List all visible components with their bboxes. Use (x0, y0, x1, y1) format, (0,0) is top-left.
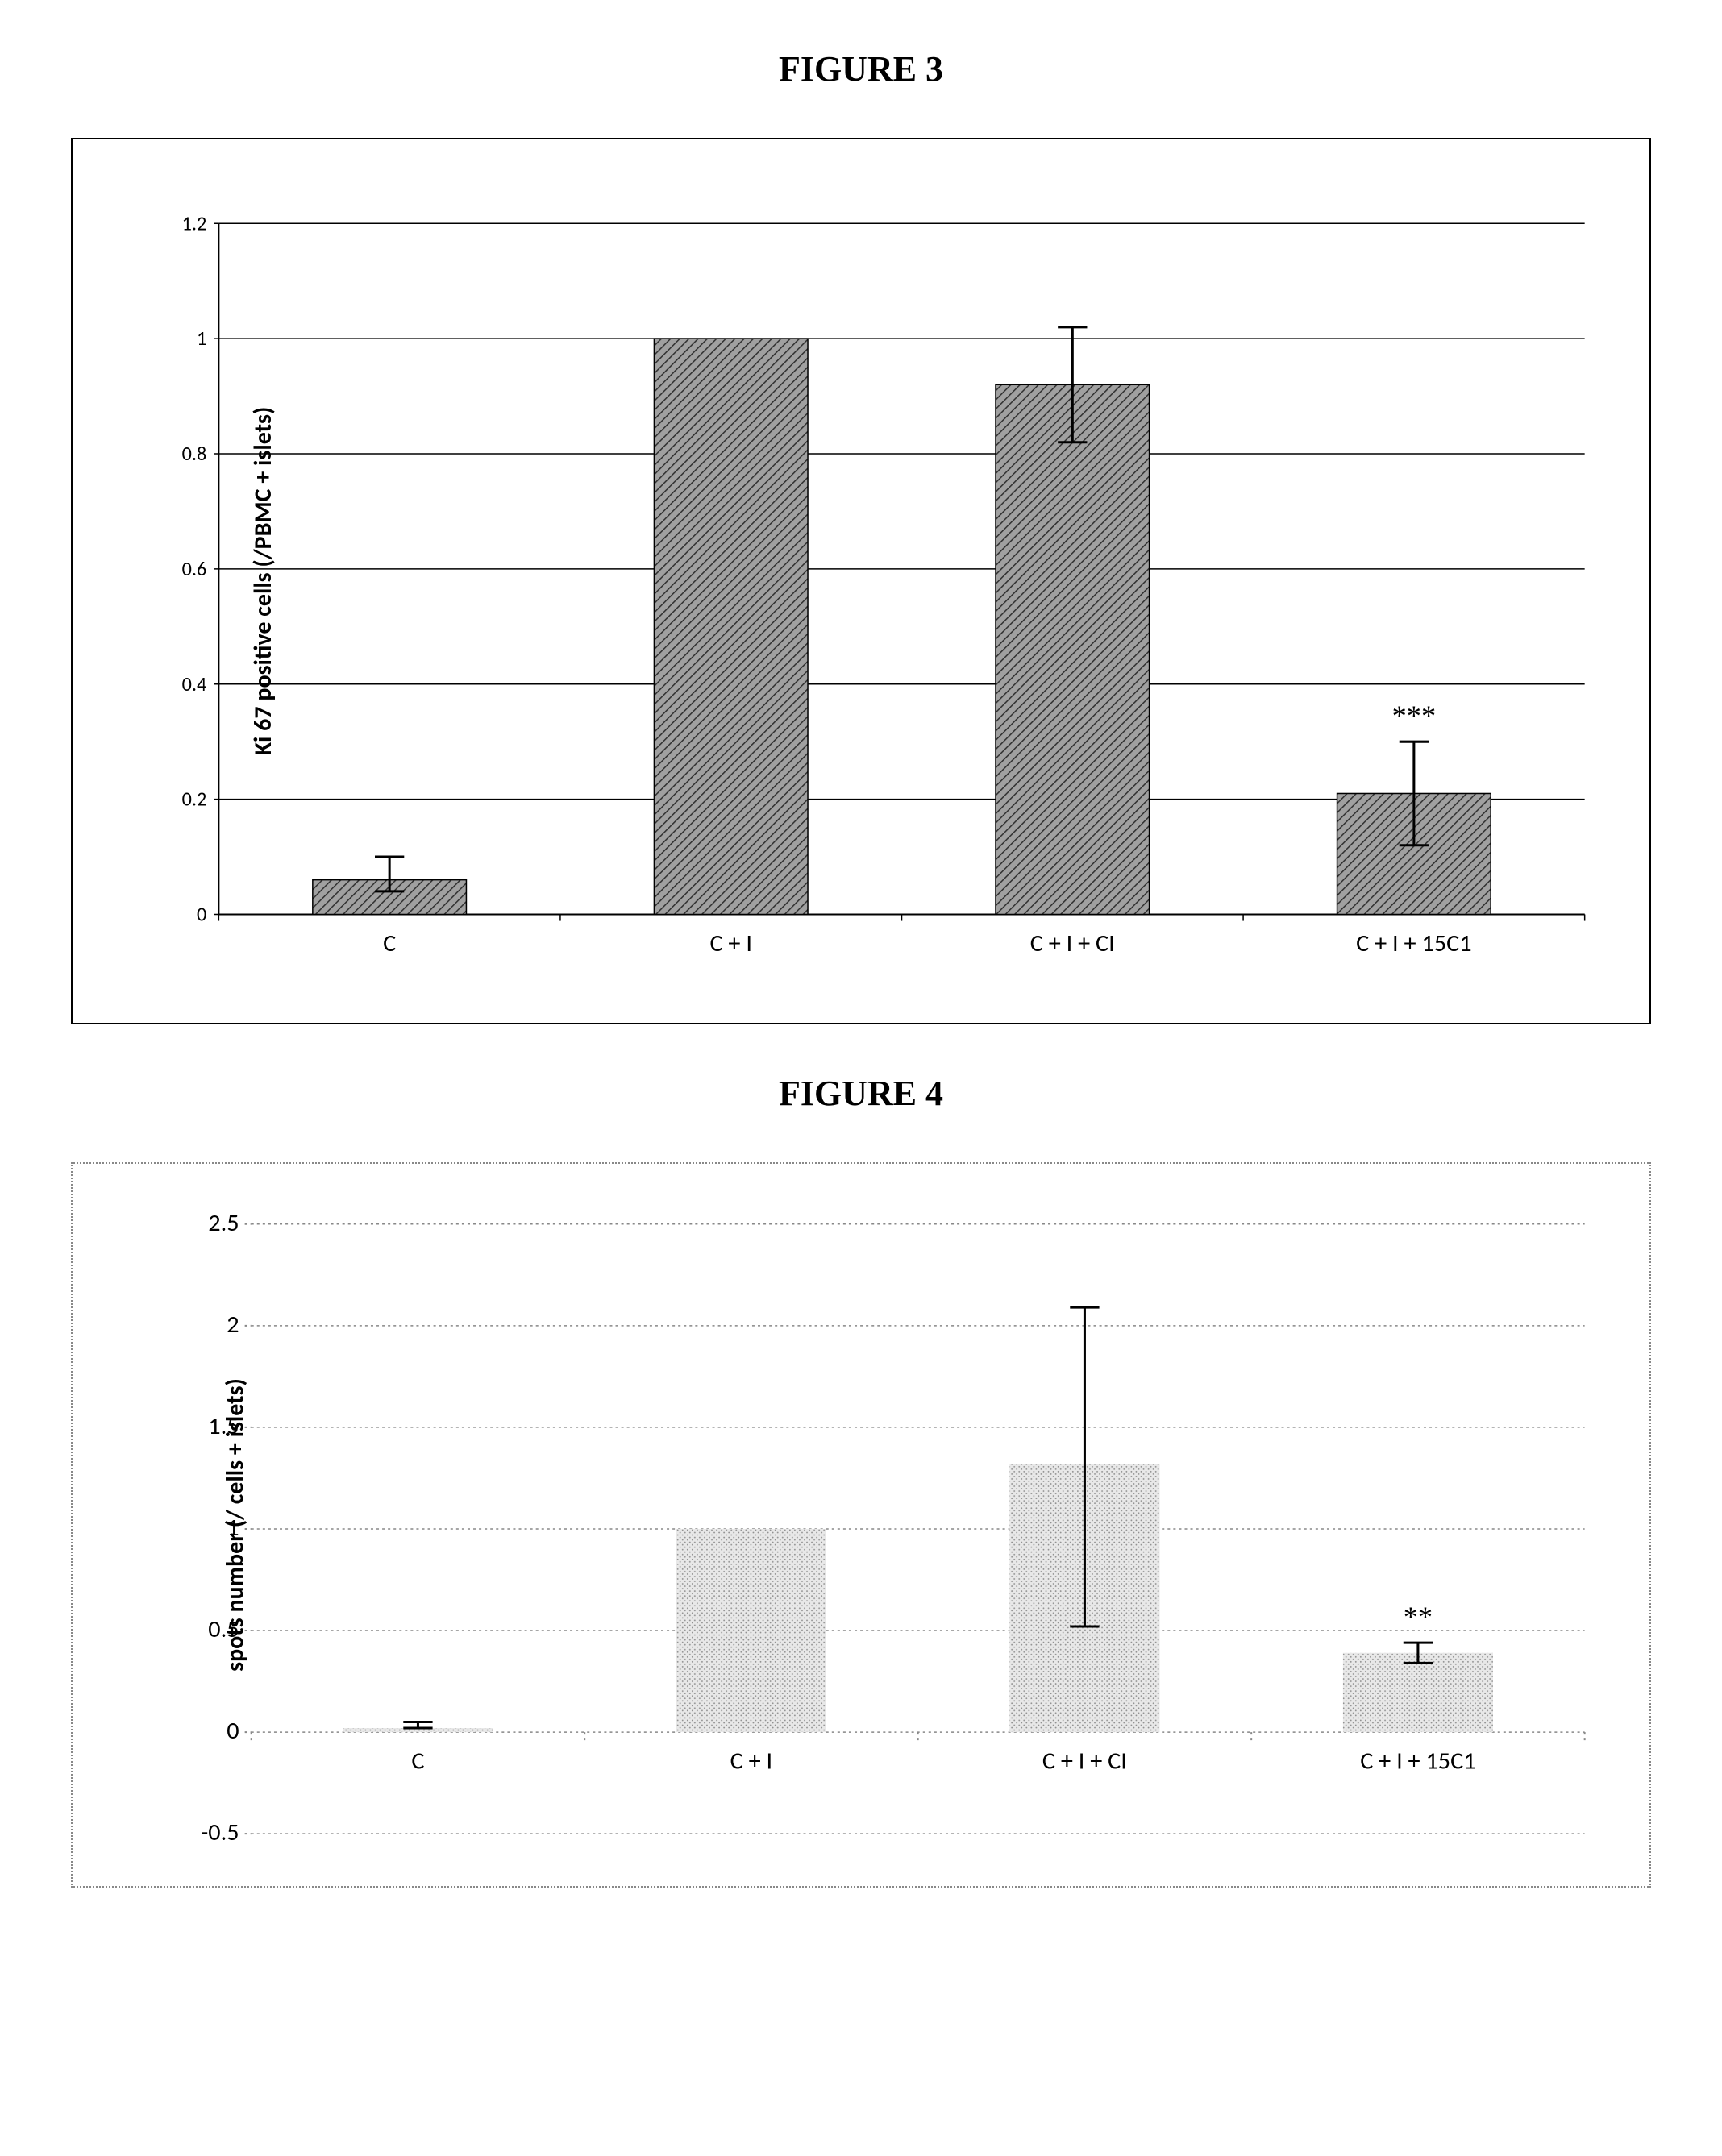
svg-text:1: 1 (197, 327, 206, 351)
figure3-chart-container: Ki 67 positive cells (/PBMC + islets) 00… (71, 138, 1651, 1024)
svg-text:C + I + 15C1: C + I + 15C1 (1356, 928, 1471, 958)
svg-text:C: C (411, 1746, 424, 1776)
figure4-chart: -0.500.511.522.5CC + IC + I + CIC + I + … (89, 1196, 1617, 1870)
figure3-chart: 0 0.2 0.4 0.6 0.8 1 1.2 C C + I C + I + CI C + I +… (89, 172, 1617, 991)
svg-text:2: 2 (227, 1310, 239, 1340)
svg-text:-0.5: -0.5 (201, 1817, 239, 1847)
svg-text:C + I + CI: C + I + CI (1042, 1746, 1127, 1776)
svg-text:0: 0 (227, 1716, 239, 1746)
svg-text:0.8: 0.8 (182, 442, 207, 466)
figure3-ylabel: Ki 67 positive cells (/PBMC + islets) (248, 407, 278, 756)
svg-text:0.2: 0.2 (182, 788, 207, 812)
svg-text:C + I + 15C1: C + I + 15C1 (1360, 1746, 1475, 1776)
svg-text:C + I + CI: C + I + CI (1030, 928, 1115, 958)
svg-text:C: C (383, 928, 396, 958)
svg-text:1.2: 1.2 (182, 212, 207, 235)
figure4-title: FIGURE 4 (32, 1073, 1690, 1114)
svg-text:0.4: 0.4 (182, 673, 207, 696)
svg-text:***: *** (1392, 700, 1436, 732)
svg-text:0.6: 0.6 (182, 558, 207, 581)
svg-text:**: ** (1404, 1601, 1433, 1633)
svg-text:C + I: C + I (730, 1746, 773, 1776)
svg-text:C + I: C + I (709, 928, 752, 958)
figure4-ylabel: spots number (/ cells + islets) (220, 1378, 250, 1672)
svg-text:0: 0 (197, 904, 206, 927)
figure4-chart-container: spots number (/ cells + islets) -0.500.5… (71, 1162, 1651, 1888)
svg-text:2.5: 2.5 (208, 1208, 239, 1238)
figure3-title: FIGURE 3 (32, 48, 1690, 89)
